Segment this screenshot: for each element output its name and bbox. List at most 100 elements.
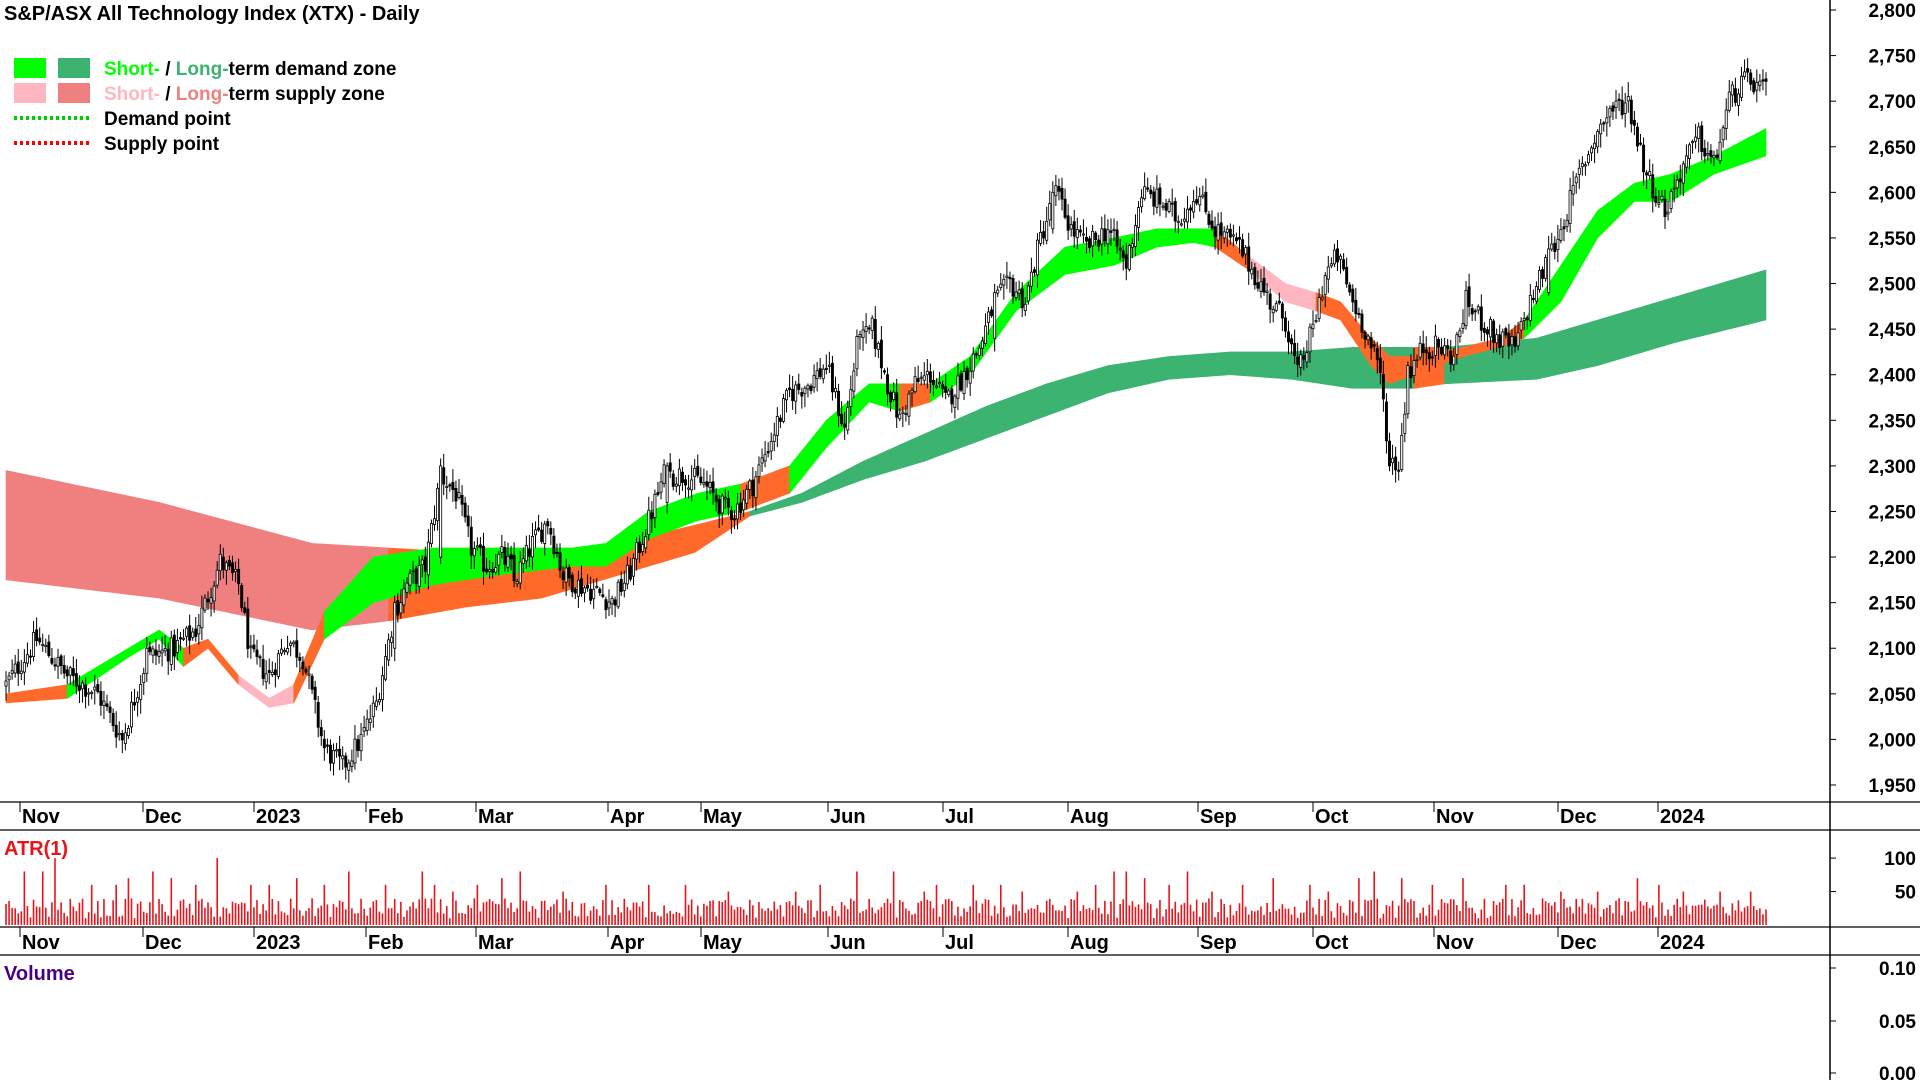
candle-body (1170, 202, 1174, 205)
atr-x-tick-label: Sep (1200, 932, 1237, 954)
candle-body (1186, 208, 1189, 223)
candle-body (781, 398, 785, 422)
candle-body (788, 387, 792, 391)
candle-body (1724, 109, 1728, 129)
candle-body (1222, 231, 1226, 239)
candle-body (977, 347, 981, 356)
candle-body (1259, 281, 1263, 292)
candle-body (1467, 286, 1471, 308)
candle-body (1020, 288, 1024, 309)
candle-body (1538, 269, 1541, 290)
candle-body (1614, 100, 1618, 108)
candle-body (1381, 373, 1385, 400)
candle-body (1446, 345, 1450, 349)
candle-body (1433, 335, 1437, 356)
price-y-tick-label: 2,450 (1868, 320, 1916, 341)
candle-body (1241, 239, 1245, 257)
candle-body (44, 644, 48, 647)
candle-body (867, 327, 871, 330)
candle-body (451, 481, 455, 491)
candle-body (1531, 297, 1535, 300)
candle-body (1311, 323, 1315, 330)
candle-body (1216, 224, 1220, 241)
candle-body (371, 702, 375, 717)
candle-body (402, 588, 406, 606)
candle-body (944, 386, 948, 393)
atr-x-tick-label: Mar (478, 932, 514, 954)
candle-body (381, 675, 384, 701)
candle-body (625, 564, 629, 585)
legend-label-rest: term demand zone (229, 59, 397, 80)
candle-body (705, 481, 709, 487)
candle-body (959, 373, 963, 391)
price-x-tick-label: Apr (610, 806, 645, 828)
candle-body (304, 668, 308, 673)
candle-body (931, 379, 935, 386)
atr-x-tick-label: Dec (145, 932, 182, 954)
candle-body (1599, 123, 1603, 135)
candle-body (295, 640, 299, 658)
candle-body (990, 309, 994, 317)
candle-body (1351, 288, 1355, 303)
candle-body (1675, 179, 1679, 189)
candle-body (4, 680, 8, 687)
candle-body (139, 683, 143, 700)
candle-body (515, 581, 519, 585)
candle-body (448, 484, 452, 487)
atr-panel-title: ATR(1) (4, 838, 68, 860)
candle-body (310, 675, 314, 690)
candle-body (873, 319, 877, 349)
candle-body (1274, 303, 1278, 311)
candle-body (316, 702, 320, 728)
candle-body (886, 374, 890, 395)
price-x-tick-label: Jun (830, 806, 866, 828)
candle-body (157, 651, 161, 657)
price-x-tick-label: Mar (478, 806, 514, 828)
candle-body (1002, 278, 1006, 286)
candle-body (598, 588, 602, 594)
candle-body (1167, 201, 1171, 212)
candle-body (1740, 75, 1743, 98)
candle-body (1437, 339, 1440, 348)
legend-swatch-short (14, 58, 46, 78)
candle-body (1761, 79, 1765, 82)
candle-body (855, 336, 859, 370)
candle-body (1192, 200, 1196, 213)
candle-body (1326, 266, 1330, 280)
candle-body (1088, 238, 1092, 248)
candle-body (478, 544, 482, 548)
candle-body (1032, 269, 1036, 273)
candle-body (374, 700, 378, 707)
candle-body (641, 544, 645, 552)
candle-body (420, 559, 424, 565)
candle-body (1706, 153, 1710, 156)
candle-body (1152, 191, 1156, 207)
candle-body (1039, 232, 1043, 244)
candle-body (1623, 102, 1627, 114)
candle-body (1639, 142, 1642, 145)
candle-body (1146, 187, 1150, 190)
candle-body (246, 608, 250, 649)
candle-body (733, 518, 736, 521)
candle-body (50, 657, 54, 664)
candle-body (1721, 127, 1725, 141)
price-x-tick-label: Aug (1070, 806, 1109, 828)
candle-body (1063, 198, 1067, 218)
candle-body (1133, 225, 1137, 247)
candle-body (1495, 334, 1499, 344)
candle-body (163, 648, 167, 652)
candle-body (993, 292, 997, 339)
candle-body (90, 691, 94, 694)
candle-body (1124, 254, 1128, 269)
candle-body (38, 637, 42, 643)
candle-body (1161, 205, 1165, 208)
legend-label-short: Short- (104, 59, 160, 80)
candle-body (182, 637, 186, 640)
candle-body (1648, 171, 1652, 176)
candle-body (1075, 229, 1079, 239)
candle-body (1550, 243, 1554, 250)
candle-body (160, 649, 164, 654)
candle-body (1234, 237, 1238, 242)
candle-body (1069, 224, 1073, 230)
